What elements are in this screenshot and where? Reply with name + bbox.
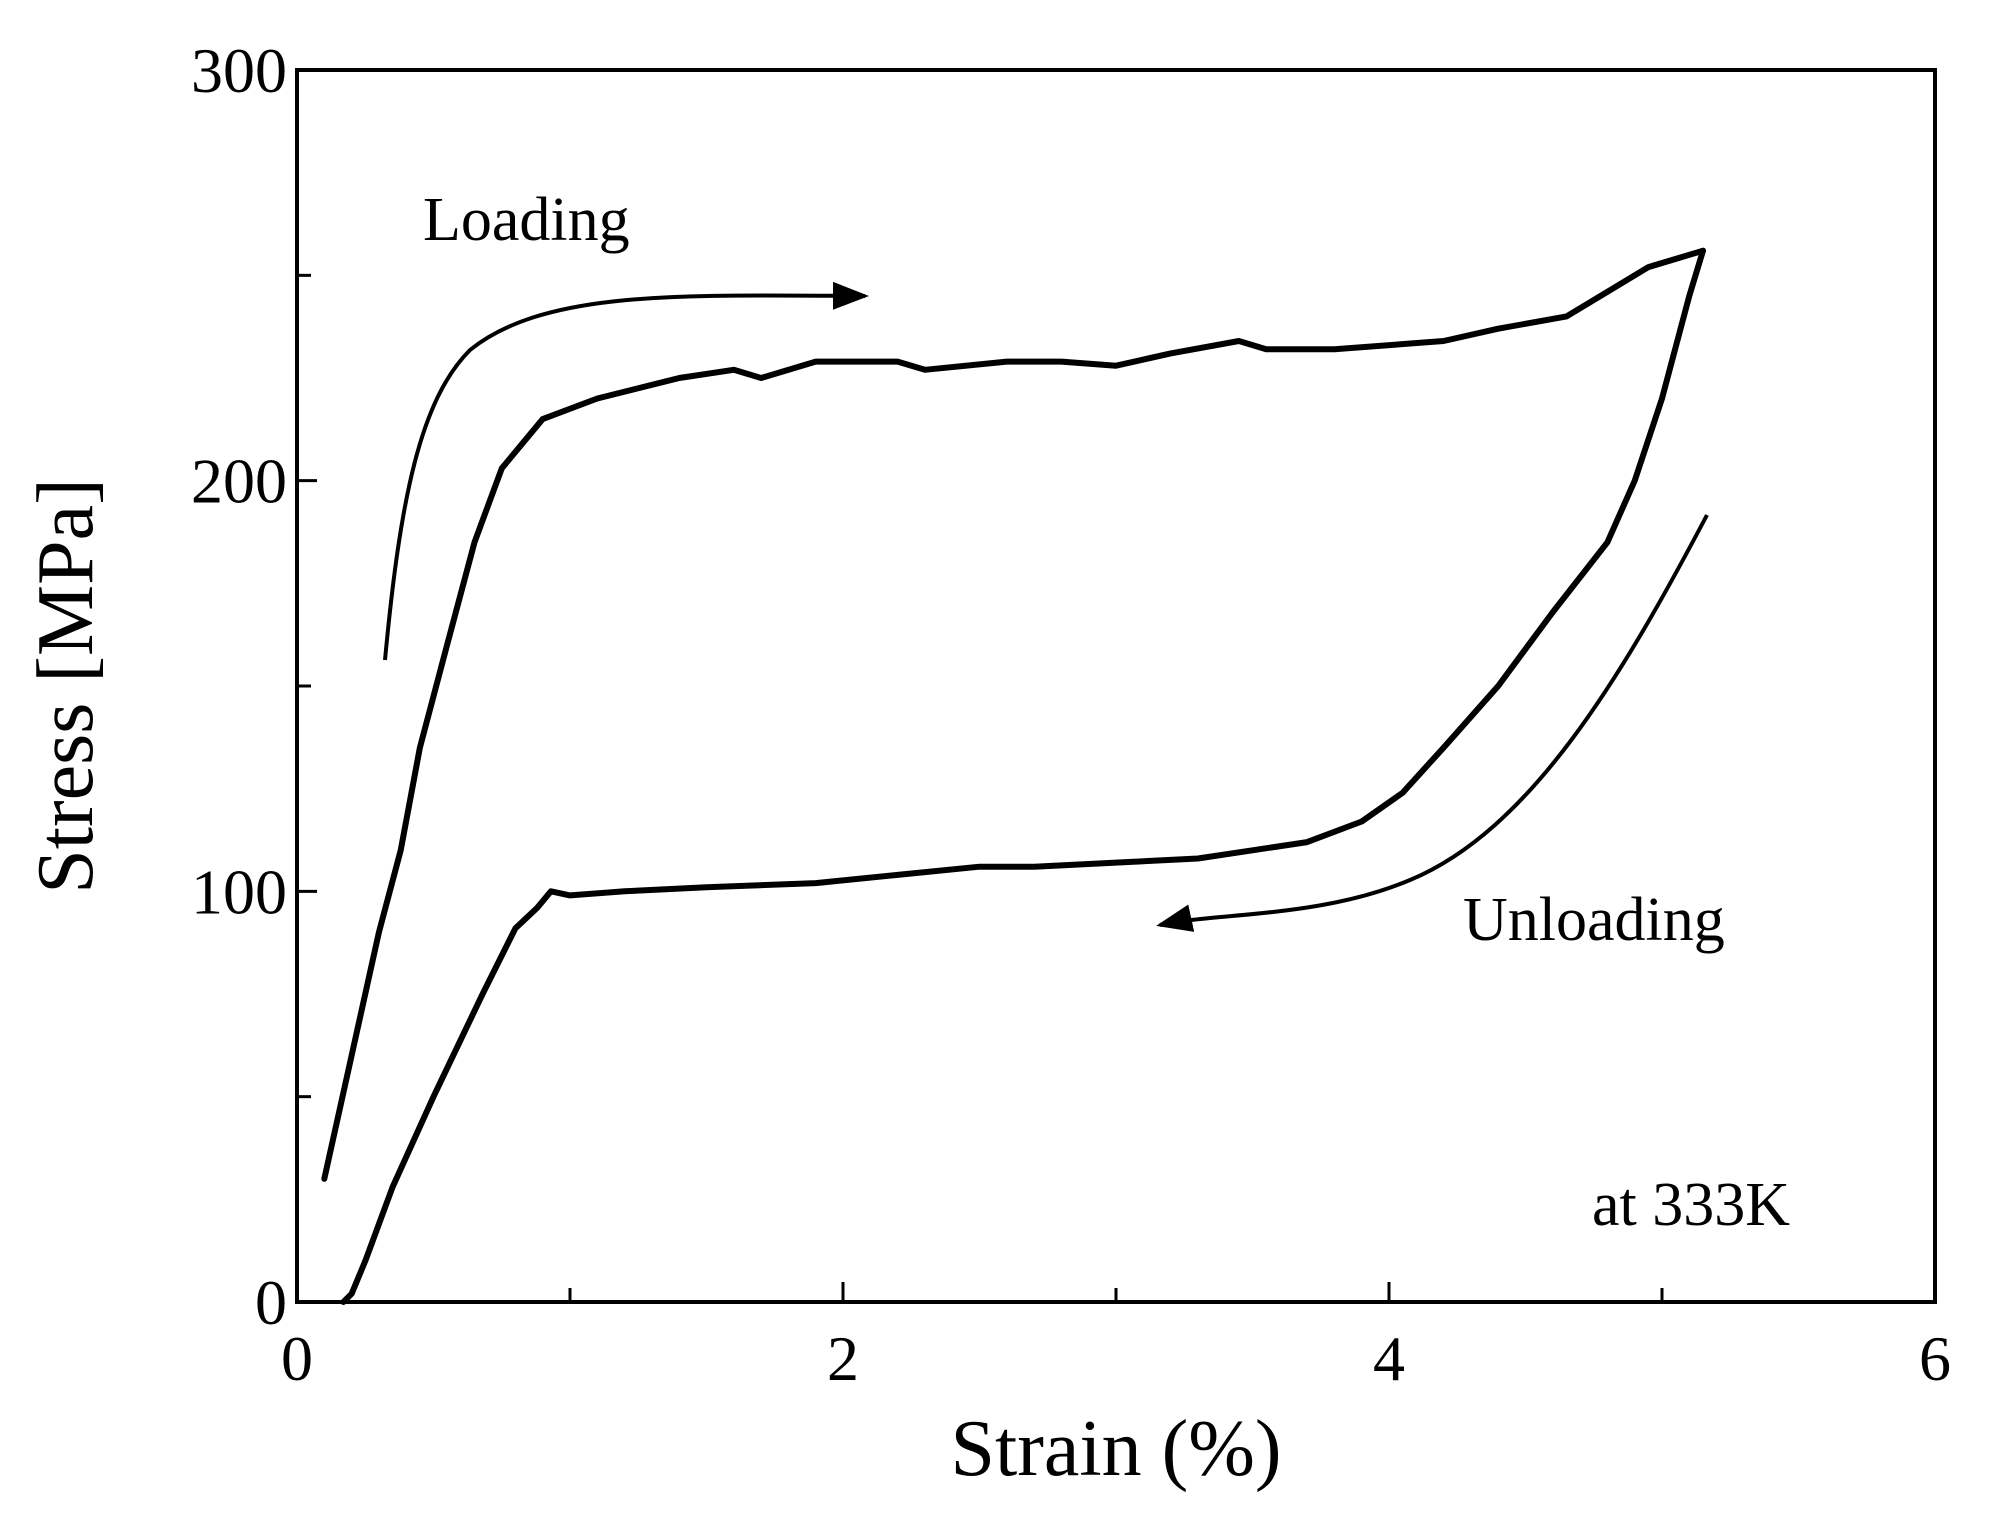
x-axis-title: Strain (%): [950, 1405, 1281, 1493]
unloading-curve: [340, 247, 1706, 1305]
loading-arrow: [383, 281, 869, 661]
y-tick-label: 300: [191, 35, 287, 106]
loading-curve: [321, 247, 1706, 1182]
axis-ticks: [297, 273, 1664, 1302]
unloading-arrow: [1156, 514, 1709, 932]
data-series: [321, 247, 1706, 1305]
y-tick-label: 200: [191, 446, 287, 517]
x-tick-label: 4: [1373, 1323, 1405, 1394]
y-tick-label: 100: [191, 856, 287, 927]
axis-tick-labels: 0 2 4 6 0 100 200 300: [191, 35, 1951, 1394]
y-tick-label: 0: [255, 1267, 287, 1338]
x-tick-label: 6: [1919, 1323, 1951, 1394]
x-tick-label: 2: [827, 1323, 859, 1394]
y-axis-title: Stress [MPa]: [22, 478, 110, 894]
unloading-label: Unloading: [1463, 886, 1725, 954]
temperature-label: at 333K: [1592, 1171, 1790, 1239]
loading-label: Loading: [423, 186, 630, 254]
x-tick-label: 0: [281, 1323, 313, 1394]
